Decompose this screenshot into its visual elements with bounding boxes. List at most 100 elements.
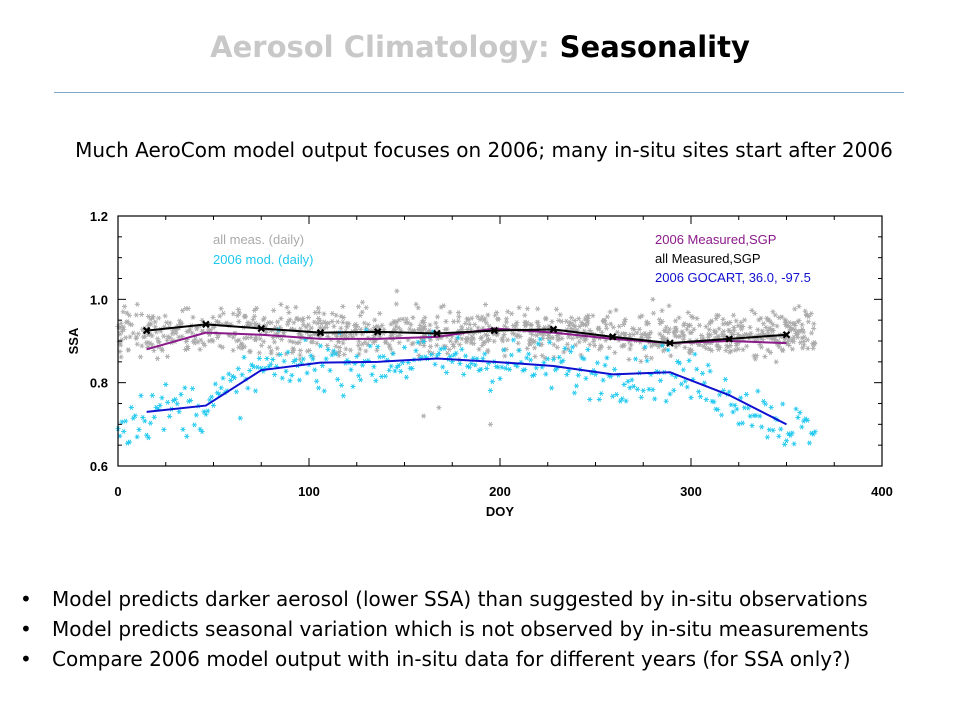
model-point [323,356,329,362]
meas-point [767,319,774,325]
model-point [548,385,555,391]
meas-point [408,322,414,328]
meas-point [436,405,442,411]
model-point [119,419,125,425]
meas-point [551,342,557,348]
meas-point [134,341,140,347]
model-point [126,439,133,445]
meas-point [359,309,365,315]
model-point [797,410,803,416]
model-point [176,409,182,415]
model-point [527,357,534,363]
meas-point [535,306,541,312]
meas-point [152,319,158,325]
meas-point [169,331,175,337]
model-point [398,368,404,374]
model-point [633,356,639,362]
meas-point [754,353,760,359]
meas-point [626,356,632,362]
meas-point [770,336,777,342]
meas-point [126,312,132,318]
meas-point [190,339,196,345]
meas-point [363,305,369,311]
meas-point [522,312,528,318]
model-point [791,441,797,447]
meas-point [673,344,679,350]
model-point [682,378,688,384]
meas-point [731,327,737,333]
meas-point [338,325,344,331]
legend-entry: 2006 mod. (daily) [213,252,313,267]
meas-point [650,310,657,316]
meas-point [118,342,124,348]
meas-point [743,331,749,337]
model-point [333,351,339,357]
model-point [163,382,169,387]
model-point [522,367,528,373]
meas-point [714,342,720,348]
meas-point [679,329,685,335]
model-point [447,353,453,359]
meas-point [162,313,168,319]
model-point [514,363,520,369]
meas-point [811,321,817,327]
meas-point [770,309,776,315]
meas-point [270,307,277,313]
model-point [705,362,711,368]
meas-point [388,321,394,327]
model-point [428,352,434,358]
meas-point [676,315,682,321]
meas-point [467,321,473,327]
meas-point [377,311,383,316]
meas-point [779,314,785,320]
model-point [564,372,570,377]
meas-point [456,314,462,320]
meas-point [598,343,604,349]
series-marker [202,320,210,329]
model-point [497,376,503,382]
meas-point [762,354,768,360]
meas-point [505,309,511,315]
meas-point [687,322,693,328]
meas-point [202,342,208,348]
model-point [180,426,186,432]
model-point [526,351,532,357]
meas-point [528,322,534,328]
meas-point [706,327,712,333]
meas-point [706,346,712,352]
legend-entry: all meas. (daily) [213,232,304,247]
meas-point [391,318,397,324]
model-point [375,344,381,350]
model-point [432,361,438,367]
title-divider [54,92,904,93]
model-point [634,386,641,392]
model-point [438,346,444,352]
model-point [629,377,635,383]
bullet-text: Model predicts darker aerosol (lower SSA… [52,587,868,611]
model-point [753,413,759,419]
meas-point [386,344,393,350]
meas-point [343,346,349,352]
meas-point [382,339,388,345]
model-point [594,360,601,366]
meas-point [121,304,128,310]
model-point [762,401,769,407]
model-point [218,385,224,391]
model-point [369,372,375,378]
meas-point [622,316,628,322]
meas-point [315,305,321,311]
model-point [455,335,461,341]
model-point [550,356,557,362]
meas-point [741,317,748,323]
meas-point [433,320,439,326]
meas-point [808,311,814,317]
meas-point [705,334,712,340]
meas-point [396,340,402,346]
model-point [610,393,616,399]
meas-point [549,319,555,325]
legend-layer: all meas. (daily) 2006 mod. (daily) 2006 M… [213,232,811,285]
meas-point [659,308,665,314]
meas-point [601,318,608,324]
model-point [703,397,709,403]
meas-point [576,316,582,322]
